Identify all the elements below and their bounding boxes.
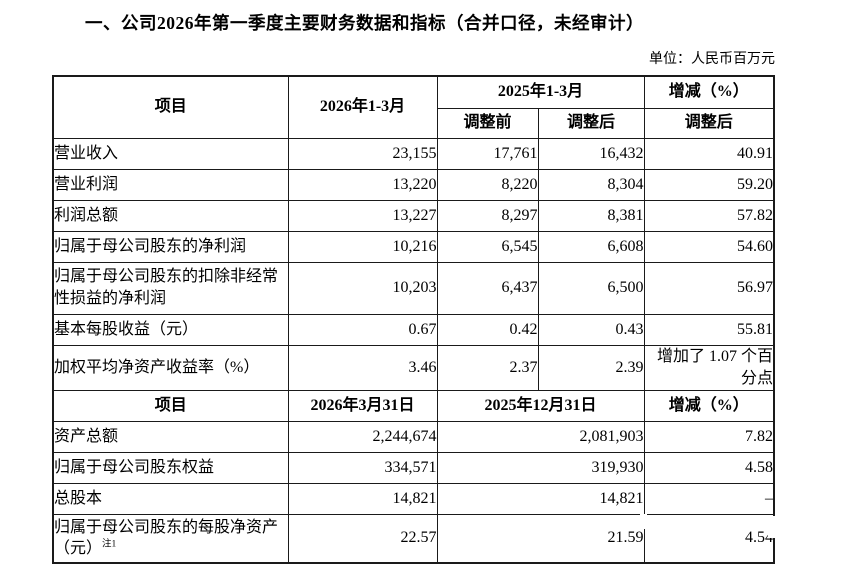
table-row: 归属于母公司股东的每股净资产（元）注1 22.57 21.59 4.54 [52,513,775,564]
table-row: 加权平均净资产收益率（%） 3.46 2.37 2.39 增加了 1.07 个百… [52,344,775,391]
table-row: 归属于母公司股东的净利润 10,216 6,545 6,608 54.60 [52,230,775,263]
item-cell: 营业收入 [52,137,289,170]
table1-header-row-1: 项目 2026年1-3月 2025年1-3月 增减（%） [52,75,775,139]
item-cell: 加权平均净资产收益率（%） [52,344,289,391]
value-change: – [643,482,775,515]
table1-header-row-2: 调整前 调整后 调整后 [53,107,775,139]
value-current: 334,571 [287,451,438,484]
value-after: 16,432 [537,137,645,170]
value-before: 17,761 [436,137,539,170]
header-change: 增减（%） [643,75,775,109]
value-current: 13,220 [287,168,438,201]
header-item: 项目 [52,75,289,139]
value-change: 7.82 [643,420,775,453]
header-prior-date: 2025年12月31日 [436,389,645,422]
financial-data-table: 项目 2026年1-3月 2025年1-3月 增减（%） 调整前 调整后 调整后… [52,75,775,564]
value-before: 6,437 [436,261,539,315]
value-prior: 319,930 [436,451,645,484]
value-current: 10,216 [287,230,438,263]
value-current: 14,821 [287,482,438,515]
unit-label: 单位：人民币百万元 [649,52,775,67]
value-after: 6,500 [537,261,645,315]
table-row: 归属于母公司股东权益 334,571 319,930 4.58 [52,451,775,484]
table-row: 资产总额 2,244,674 2,081,903 7.82 [52,420,775,453]
item-cell: 归属于母公司股东权益 [52,451,289,484]
value-change: 40.91 [643,137,775,170]
value-current: 10,203 [287,261,438,315]
value-current: 2,244,674 [287,420,438,453]
header-current-period: 2026年1-3月 [287,75,438,139]
item-cell: 基本每股收益（元） [52,313,289,346]
value-change: 55.81 [643,313,775,346]
page-title: 一、公司2026年第一季度主要财务数据和指标（合并口径，未经审计） [85,13,644,33]
item-cell: 资产总额 [52,420,289,453]
value-prior: 2,081,903 [436,420,645,453]
item-text: 归属于母公司股东的每股净资产（元） [54,518,279,558]
table-row: 营业利润 13,220 8,220 8,304 59.20 [52,168,775,201]
value-current: 22.57 [287,513,438,564]
value-change: 4.58 [643,451,775,484]
value-after: 6,608 [537,230,645,263]
header-change: 增减（%） [643,389,775,422]
item-cell: 归属于母公司股东的净利润 [52,230,289,263]
table-row: 营业收入 23,155 17,761 16,432 40.91 [52,137,775,170]
header-after-adjust: 调整后 [537,107,645,139]
value-current: 13,227 [287,199,438,232]
value-before: 6,545 [436,230,539,263]
value-prior: 21.59 [436,513,645,564]
table-row: 利润总额 13,227 8,297 8,381 57.82 [52,199,775,232]
item-cell: 营业利润 [52,168,289,201]
value-before: 0.42 [436,313,539,346]
value-current: 0.67 [287,313,438,346]
value-before: 8,297 [436,199,539,232]
value-current: 23,155 [287,137,438,170]
header-item: 项目 [52,389,289,422]
item-cell: 利润总额 [52,199,289,232]
value-change: 54.60 [643,230,775,263]
item-cell: 总股本 [52,482,289,515]
item-cell: 归属于母公司股东的扣除非经常性损益的净利润 [52,261,289,315]
value-prior: 14,821 [436,482,645,515]
value-before: 8,220 [436,168,539,201]
header-current-date: 2026年3月31日 [287,389,438,422]
table-row: 基本每股收益（元） 0.67 0.42 0.43 55.81 [52,313,775,346]
value-change: 59.20 [643,168,775,201]
table-row: 总股本 14,821 14,821 – [52,482,775,515]
value-change: 57.82 [643,199,775,232]
value-after: 8,304 [537,168,645,201]
footnote-marker: 注1 [102,539,117,550]
value-before: 2.37 [436,344,539,391]
header-prior-period: 2025年1-3月 [436,75,645,109]
watermark-artifact [640,514,647,529]
header-before-adjust: 调整前 [436,107,539,139]
table-row: 归属于母公司股东的扣除非经常性损益的净利润 10,203 6,437 6,500… [52,261,775,315]
value-after: 0.43 [537,313,645,346]
watermark-artifact [768,516,778,538]
value-after: 2.39 [537,344,645,391]
value-change: 4.54 [643,513,775,564]
table2-header-row: 项目 2026年3月31日 2025年12月31日 增减（%） [52,389,775,422]
value-change: 56.97 [643,261,775,315]
value-after: 8,381 [537,199,645,232]
value-current: 3.46 [287,344,438,391]
value-change: 增加了 1.07 个百分点 [643,344,775,391]
header-change-after-adjust: 调整后 [643,107,775,139]
item-cell: 归属于母公司股东的每股净资产（元）注1 [52,513,289,564]
